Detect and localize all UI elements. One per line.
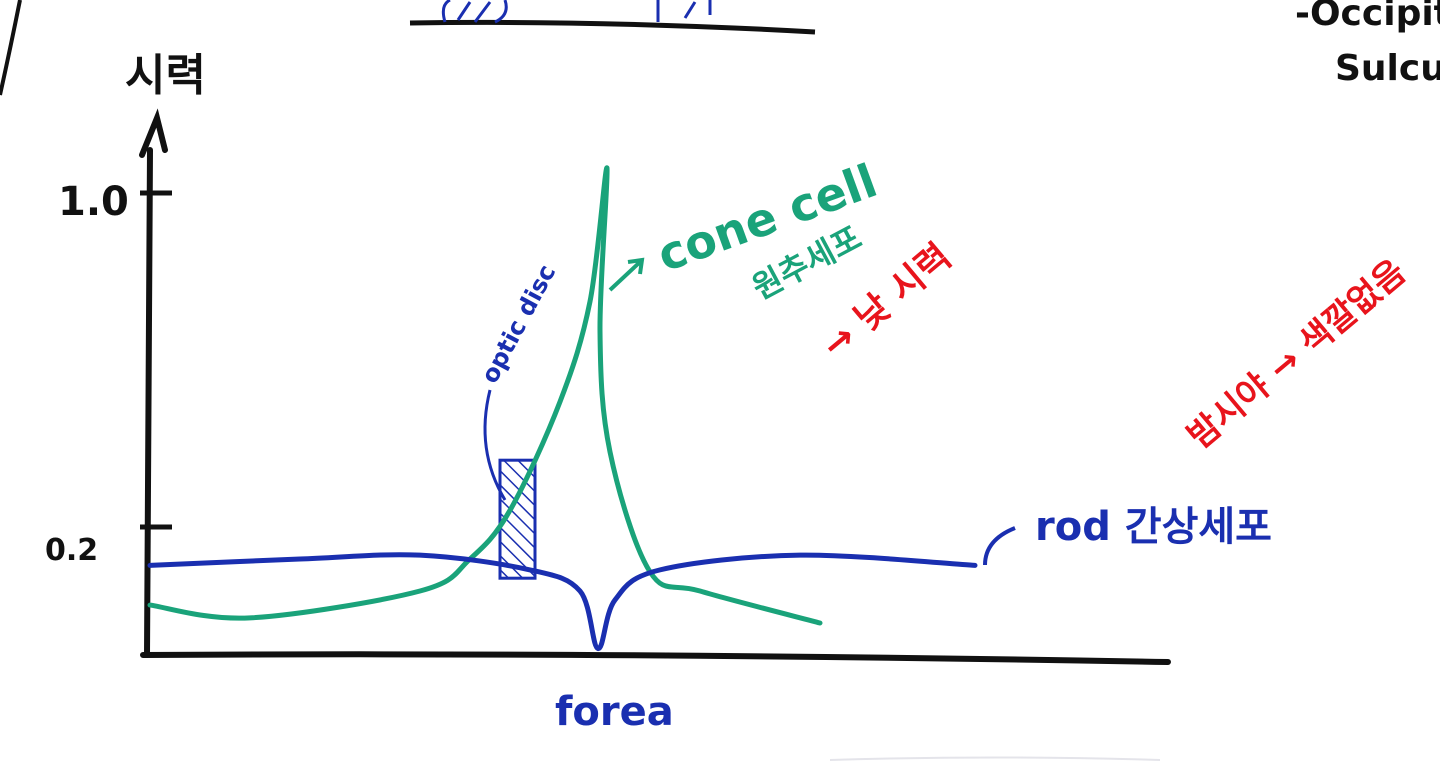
margin-text-occipital: -Occipit	[1295, 0, 1440, 34]
series-line-cone-cell	[147, 165, 823, 626]
optic-disc-label: optic disc	[476, 260, 562, 388]
margin-text-sulcus: Sulcus	[1335, 48, 1440, 89]
x-axis	[140, 651, 1171, 665]
rod-note: 밤시야 → 색깔없음	[1180, 252, 1413, 457]
bottom-smudge	[829, 756, 1161, 761]
partial-previous-marks	[656, 0, 712, 22]
series-line-rod	[147, 552, 978, 652]
rod-pointer	[983, 526, 1016, 566]
optic-disc-pointer	[483, 389, 507, 501]
y-axis-label: 시력	[125, 50, 206, 101]
y-axis	[139, 108, 168, 658]
partial-board-stroke	[0, 0, 22, 96]
partial-previous-axis	[409, 19, 816, 35]
cone-arrow	[608, 257, 645, 292]
partial-previous-hatch	[441, 0, 508, 24]
x-axis-label: forea	[555, 689, 674, 735]
rod-label: rod 간상세포	[1035, 504, 1272, 550]
y-tick-label-0.2: 0.2	[45, 533, 98, 568]
y-tick-label-1.0: 1.0	[58, 179, 129, 225]
